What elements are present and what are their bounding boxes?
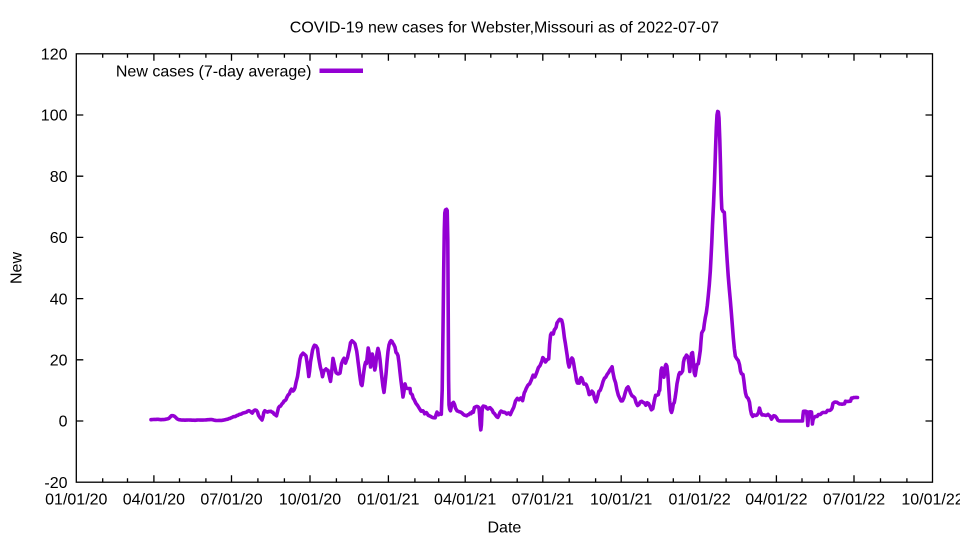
svg-text:New cases (7-day average): New cases (7-day average)	[116, 63, 312, 80]
svg-text:New: New	[8, 252, 25, 284]
svg-text:04/01/20: 04/01/20	[123, 492, 185, 509]
svg-text:COVID-19 new cases for Webster: COVID-19 new cases for Webster,Missouri …	[290, 19, 719, 36]
svg-text:40: 40	[50, 291, 68, 308]
svg-text:07/01/20: 07/01/20	[200, 492, 262, 509]
svg-text:01/01/21: 01/01/21	[357, 492, 419, 509]
svg-text:07/01/21: 07/01/21	[512, 492, 574, 509]
svg-text:10/01/21: 10/01/21	[590, 492, 652, 509]
svg-text:10/01/22: 10/01/22	[901, 492, 960, 509]
svg-text:100: 100	[41, 108, 68, 125]
svg-text:120: 120	[41, 47, 68, 64]
svg-text:07/01/22: 07/01/22	[823, 492, 885, 509]
svg-text:04/01/22: 04/01/22	[745, 492, 807, 509]
svg-text:01/01/22: 01/01/22	[669, 492, 731, 509]
svg-text:60: 60	[50, 230, 68, 247]
svg-text:80: 80	[50, 169, 68, 186]
svg-text:04/01/21: 04/01/21	[434, 492, 496, 509]
svg-text:-20: -20	[44, 475, 67, 492]
svg-text:20: 20	[50, 353, 68, 370]
svg-text:Date: Date	[488, 520, 522, 537]
svg-text:0: 0	[59, 414, 68, 431]
svg-text:10/01/20: 10/01/20	[279, 492, 341, 509]
svg-text:01/01/20: 01/01/20	[45, 492, 107, 509]
